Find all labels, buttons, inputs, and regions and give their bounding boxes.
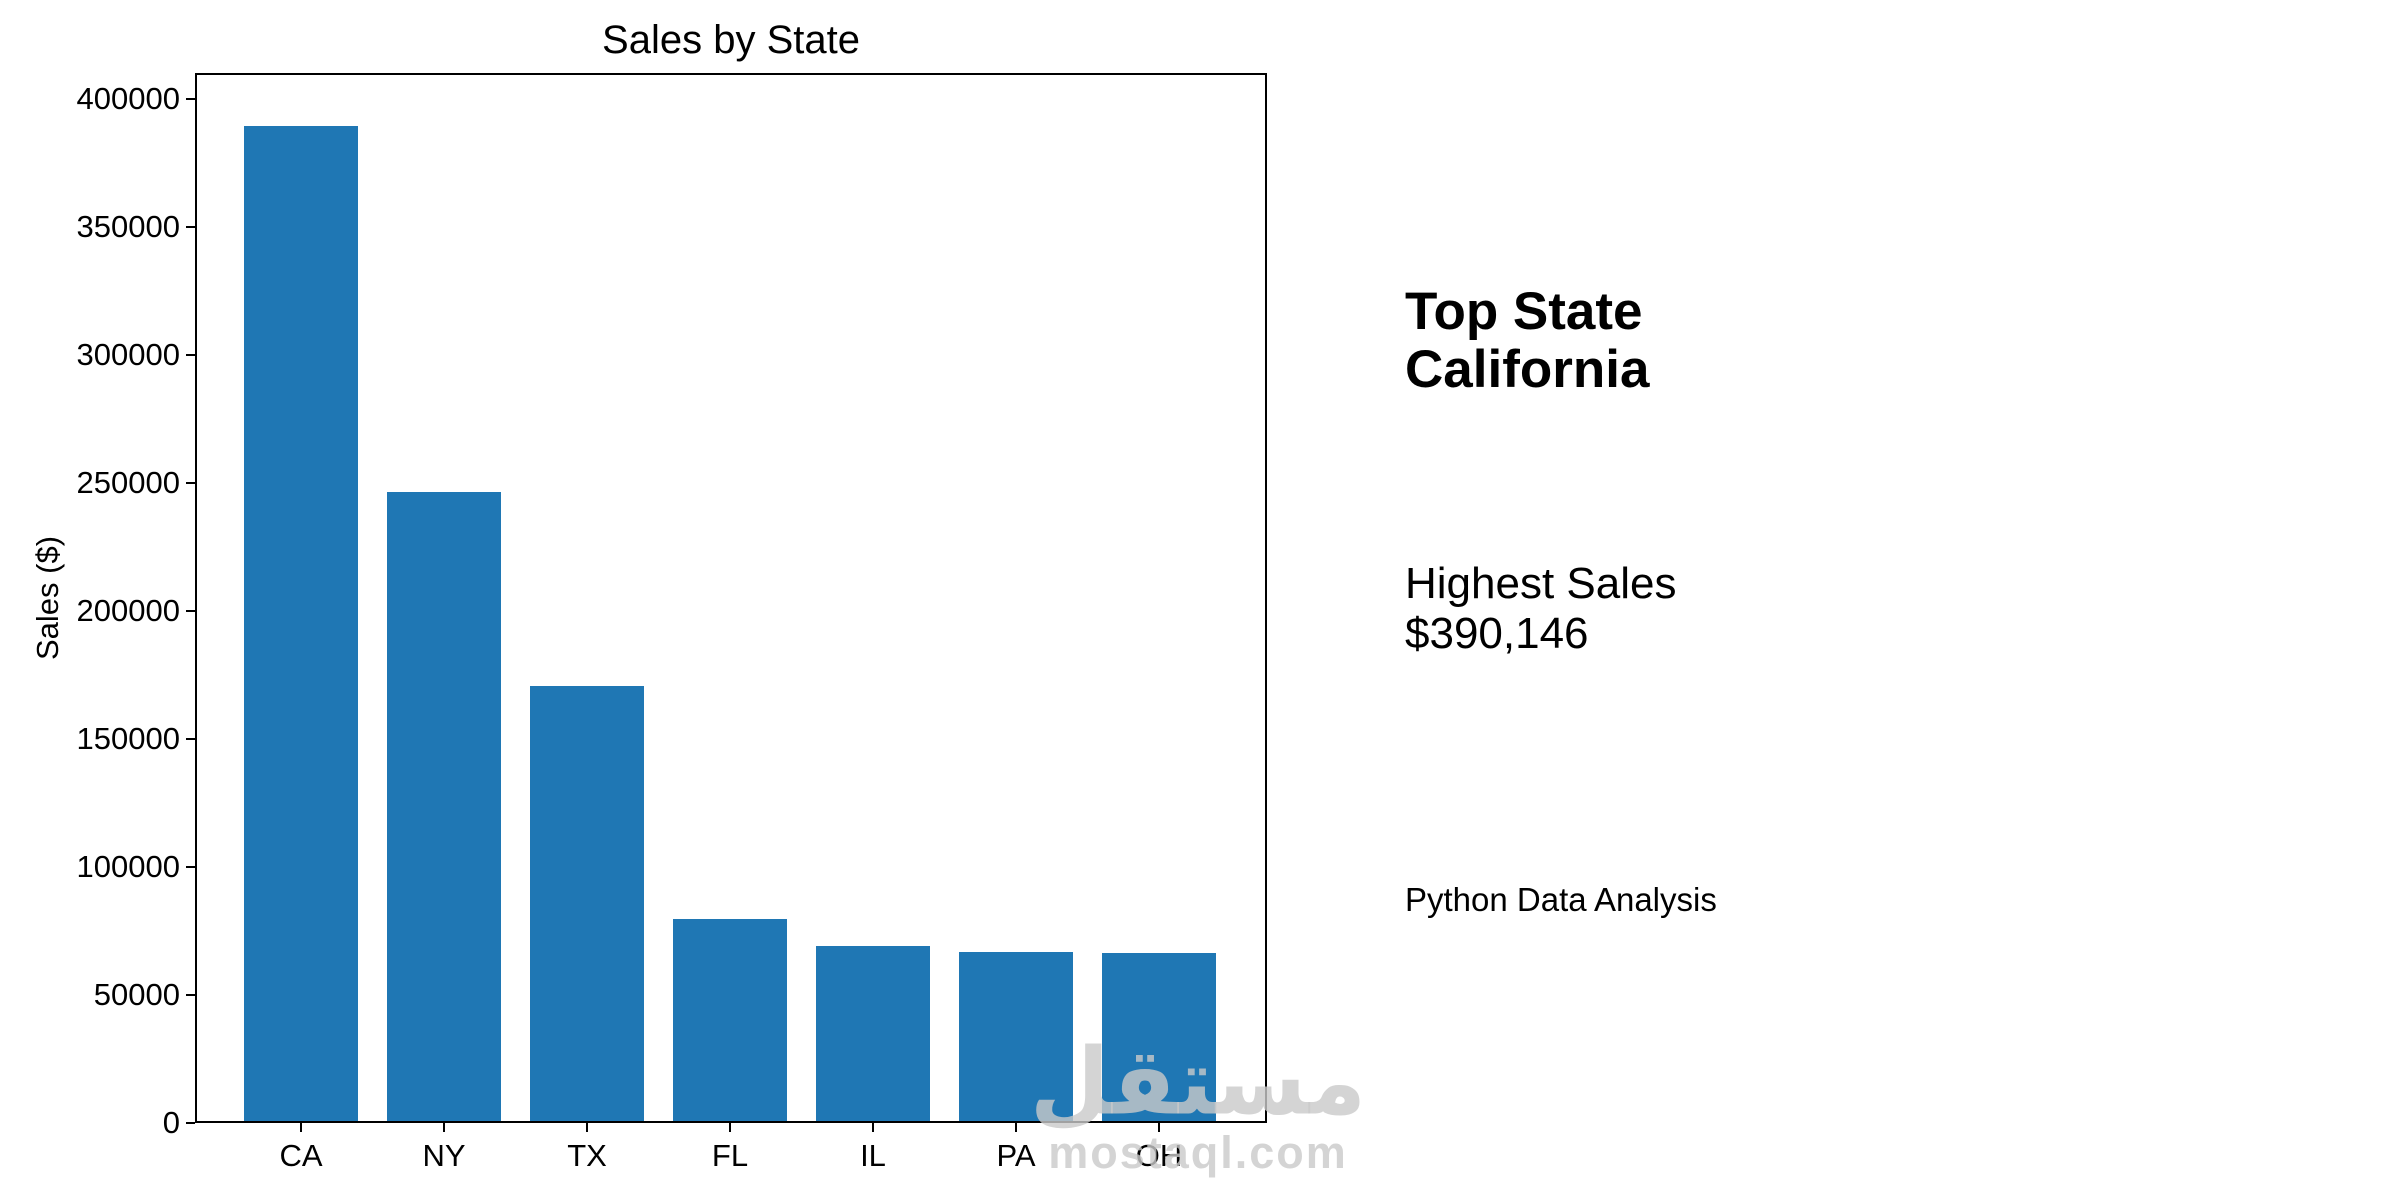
y-tick-label: 50000 <box>93 976 180 1012</box>
y-tick-mark <box>186 353 195 356</box>
y-tick-label: 350000 <box>76 208 180 244</box>
y-tick-label: 400000 <box>76 80 180 116</box>
y-tick-mark <box>186 481 195 484</box>
y-tick-mark <box>186 609 195 612</box>
mostaql-logo-watermark: مستقل <box>1029 1028 1367 1136</box>
bar-PA <box>959 952 1073 1121</box>
x-tick-label-FL: FL <box>711 1138 749 1173</box>
x-tick-label-PA: PA <box>996 1138 1036 1173</box>
x-tick-label-NY: NY <box>422 1138 466 1173</box>
x-tick-mark <box>729 1123 731 1132</box>
plot-area <box>195 73 1267 1123</box>
x-tick-mark <box>1015 1123 1017 1132</box>
chart-title: Sales by State <box>602 18 860 62</box>
y-tick-mark <box>186 1122 195 1124</box>
x-tick-label-TX: TX <box>567 1138 607 1173</box>
bar-TX <box>530 686 644 1121</box>
bar-NY <box>387 492 501 1121</box>
y-tick-label: 200000 <box>76 592 180 628</box>
x-tick-mark <box>872 1123 874 1132</box>
subheading-line1: Highest Sales <box>1405 559 1677 608</box>
x-tick-label-IL: IL <box>860 1138 886 1173</box>
x-tick-mark <box>300 1123 302 1132</box>
x-tick-label-CA: CA <box>279 1138 323 1173</box>
y-tick-label: 150000 <box>76 720 180 756</box>
bar-IL <box>816 946 930 1121</box>
y-tick-mark <box>186 993 195 996</box>
heading-line1: Top State <box>1405 282 1643 341</box>
bar-CA <box>244 126 358 1121</box>
y-tick-label: 300000 <box>76 336 180 372</box>
y-tick-label: 0 <box>162 1105 180 1140</box>
y-tick-mark <box>186 865 195 868</box>
y-tick-mark <box>186 225 195 228</box>
x-tick-mark <box>1158 1123 1160 1132</box>
y-tick-mark <box>186 97 195 100</box>
y-tick-label: 250000 <box>76 464 180 500</box>
highest-sales-block: Highest Sales $390,146 <box>1405 559 1676 659</box>
x-tick-mark <box>586 1123 588 1132</box>
mostaql-domain-watermark: mostaql.com <box>1048 1127 1348 1178</box>
top-state-heading: Top State California <box>1405 283 1649 399</box>
bar-FL <box>673 919 787 1121</box>
subheading-line2: $390,146 <box>1405 609 1589 658</box>
y-tick-mark <box>186 737 195 740</box>
x-tick-mark <box>443 1123 445 1132</box>
y-tick-label: 100000 <box>76 848 180 884</box>
bar-OH <box>1102 953 1216 1121</box>
x-tick-label-OH: OH <box>1135 1138 1183 1173</box>
caption-text: Python Data Analysis <box>1405 881 1717 918</box>
heading-line2: California <box>1405 340 1650 399</box>
